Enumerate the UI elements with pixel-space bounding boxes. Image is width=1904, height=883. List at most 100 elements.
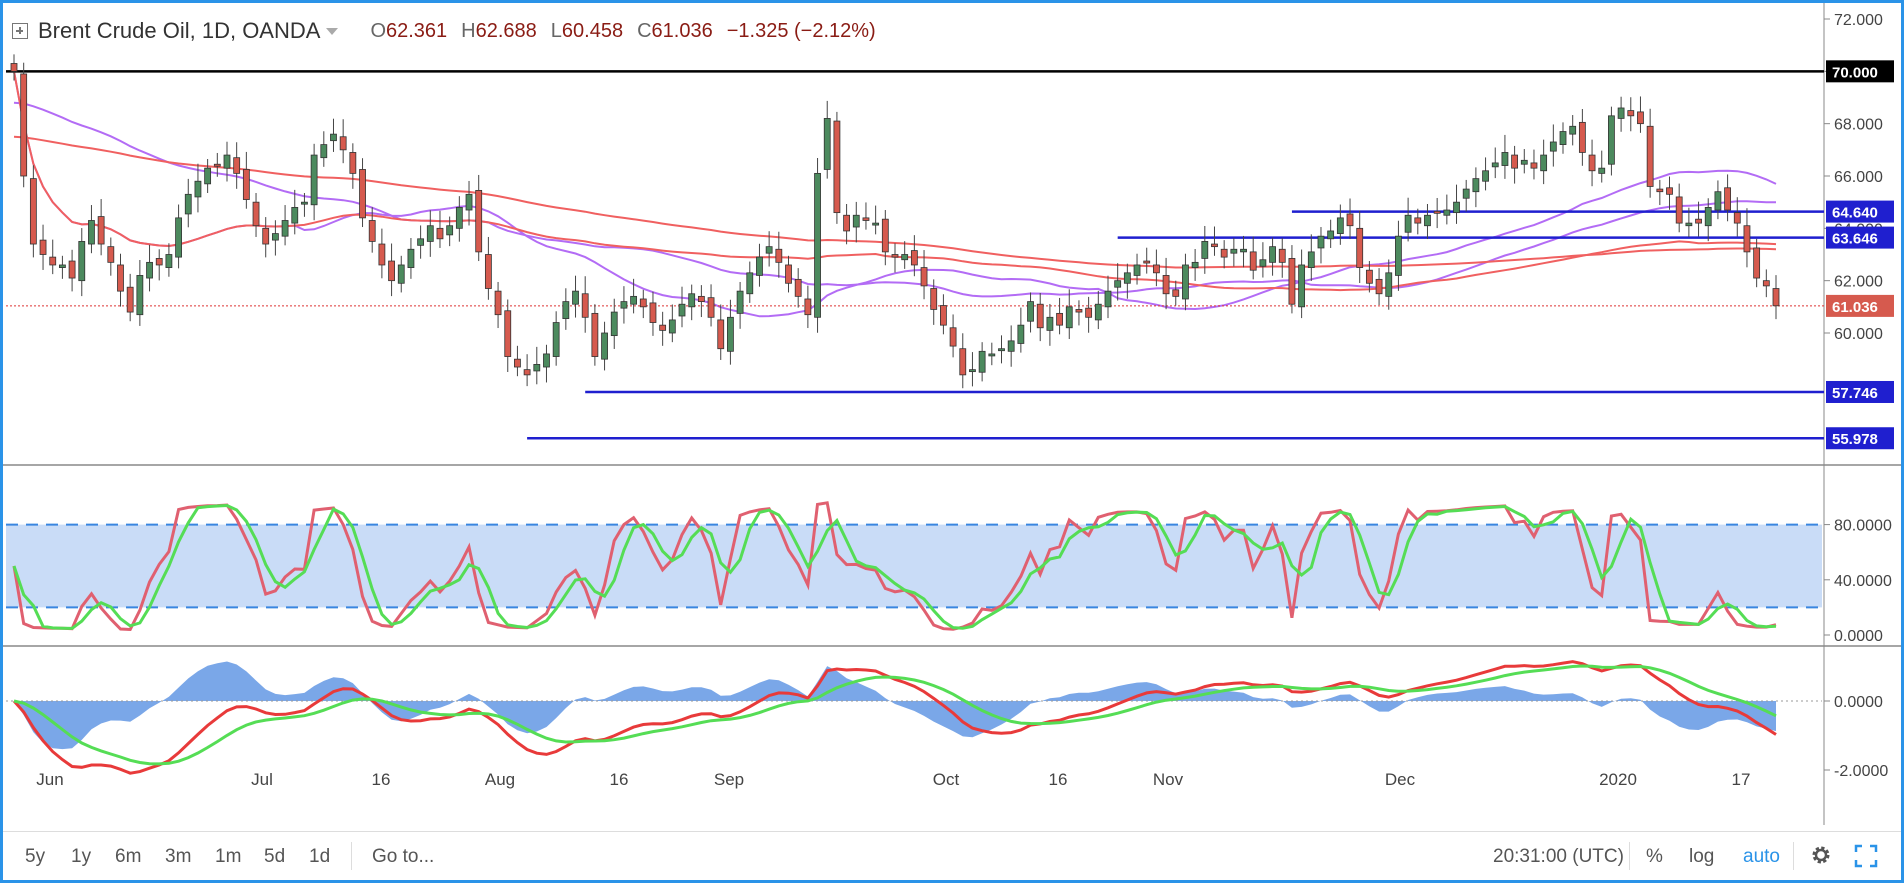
candle-body xyxy=(117,264,124,292)
auto-toggle[interactable]: auto xyxy=(1743,846,1780,867)
candle xyxy=(1259,242,1267,278)
candle xyxy=(630,278,638,314)
range-5d[interactable]: 5d xyxy=(264,846,286,867)
candle-body xyxy=(901,254,909,261)
candle-body xyxy=(455,206,463,229)
candle-body xyxy=(146,261,153,279)
candle-body xyxy=(1472,178,1480,193)
candle-body xyxy=(1569,125,1577,135)
candle-body xyxy=(949,327,957,347)
candle xyxy=(1501,134,1509,179)
ohlc-change: −1.325 (−2.12%) xyxy=(726,19,876,42)
candle xyxy=(1046,303,1054,346)
candle-body xyxy=(397,264,405,284)
symbol-title[interactable]: Brent Crude Oil, 1D, OANDA xyxy=(38,18,321,43)
log-toggle[interactable]: log xyxy=(1689,846,1715,867)
stoch-d-line xyxy=(12,503,1777,630)
candle xyxy=(204,158,212,194)
range-1m[interactable]: 1m xyxy=(215,846,242,867)
candle-body xyxy=(814,172,821,318)
clock-readout: 20:31:00 (UTC) xyxy=(1493,846,1624,867)
candle-body xyxy=(242,169,250,200)
candle xyxy=(1724,174,1731,222)
candle xyxy=(301,193,308,217)
candle xyxy=(668,304,676,343)
candle-body xyxy=(649,302,657,323)
candle xyxy=(794,268,802,308)
candle xyxy=(1336,204,1344,245)
candle-body xyxy=(833,120,841,214)
candle xyxy=(552,311,560,366)
goto-button[interactable]: Go to... xyxy=(372,846,435,867)
candle-body xyxy=(620,301,628,309)
candle-body xyxy=(775,248,783,263)
candle xyxy=(1540,139,1548,185)
gear-icon[interactable] xyxy=(1809,843,1833,867)
candle-body xyxy=(1753,247,1761,279)
candle xyxy=(775,231,783,278)
range-6m[interactable]: 6m xyxy=(115,846,142,867)
candle-body xyxy=(862,217,870,221)
range-1d[interactable]: 1d xyxy=(309,846,331,867)
candle xyxy=(330,118,337,152)
candle xyxy=(1666,176,1673,210)
candle-body xyxy=(1365,269,1373,284)
x-tick-label: 16 xyxy=(1049,770,1068,789)
candle-body xyxy=(271,233,279,241)
chevron-down-icon[interactable] xyxy=(326,27,339,35)
candle xyxy=(1404,197,1412,242)
candle-body xyxy=(204,167,212,185)
candle-body xyxy=(910,250,918,266)
candle-body xyxy=(630,295,638,305)
candle-body xyxy=(88,220,95,245)
candle-body xyxy=(581,293,589,318)
candle xyxy=(910,235,918,277)
candle xyxy=(610,298,618,349)
candle-body xyxy=(1104,290,1112,308)
candle-body xyxy=(785,264,792,284)
candle-body xyxy=(1414,217,1422,224)
candle-body xyxy=(436,227,444,240)
range-3m[interactable]: 3m xyxy=(165,846,192,867)
percent-toggle[interactable]: % xyxy=(1646,846,1663,867)
candle-body xyxy=(1462,188,1470,199)
candle xyxy=(291,189,299,235)
candle xyxy=(1511,145,1519,184)
candle xyxy=(756,243,763,287)
candle-body xyxy=(1559,131,1567,145)
candle-body xyxy=(310,154,318,206)
candle xyxy=(349,143,357,189)
candle xyxy=(397,255,405,293)
fullscreen-icon[interactable] xyxy=(1854,844,1878,868)
range-5y[interactable]: 5y xyxy=(25,846,46,867)
candle-body xyxy=(765,246,773,254)
candle-body xyxy=(1085,307,1093,318)
candle xyxy=(271,220,279,256)
candle-body xyxy=(852,214,860,228)
candle xyxy=(1520,149,1528,174)
candle-body xyxy=(1007,340,1015,352)
range-1y[interactable]: 1y xyxy=(71,846,92,867)
candle-body xyxy=(1656,188,1664,193)
candle-body xyxy=(1114,280,1122,288)
x-tick-label: 2020 xyxy=(1599,770,1637,789)
ohlc-low: L60.458 xyxy=(550,19,624,42)
candle-body xyxy=(465,193,473,211)
ohlc-close: C61.036 xyxy=(637,19,713,42)
candle-body xyxy=(543,353,550,368)
candle xyxy=(872,205,880,235)
collapse-icon[interactable] xyxy=(12,23,28,39)
candle-body xyxy=(1666,187,1673,195)
candle-body xyxy=(1220,248,1228,258)
candle xyxy=(765,231,773,267)
candle-body xyxy=(233,157,241,174)
candle-body xyxy=(1714,191,1722,211)
candle xyxy=(998,335,1005,364)
candle-body xyxy=(175,217,182,258)
candle xyxy=(1298,249,1306,319)
candle-body xyxy=(1375,278,1383,295)
candle-body xyxy=(1704,206,1712,227)
candle-body xyxy=(678,303,686,317)
